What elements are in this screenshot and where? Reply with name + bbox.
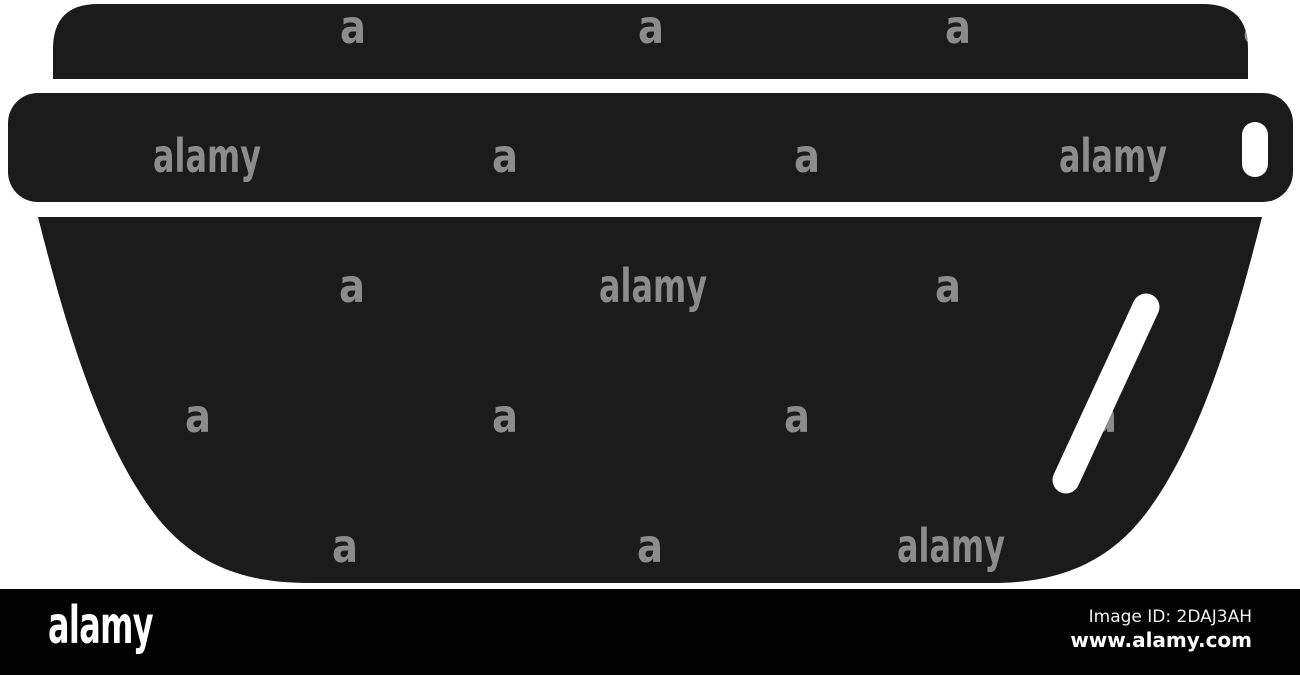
watermark-text: a xyxy=(637,519,663,573)
watermark-text: a xyxy=(492,389,518,443)
alamy-logo: alamy xyxy=(48,596,153,656)
watermark-text: a xyxy=(1243,0,1269,54)
image-id-text: Image ID: 2DAJ3AH xyxy=(1089,607,1252,627)
watermark-text: a xyxy=(945,0,971,54)
watermark-text: alamy xyxy=(153,129,261,183)
watermark-text: a xyxy=(784,389,810,443)
watermark-text: a xyxy=(794,129,820,183)
bowl-rim-shape xyxy=(8,93,1293,202)
rim-highlight-pill xyxy=(1242,122,1268,177)
watermark-text: a xyxy=(185,389,211,443)
bowl-lid-shape xyxy=(53,4,1248,79)
watermark-text: a xyxy=(339,259,365,313)
bowl-body-shape xyxy=(38,217,1262,583)
watermark-text: a xyxy=(638,0,664,54)
bowl-icon xyxy=(8,4,1293,583)
watermark-text: alamy xyxy=(897,519,1005,573)
watermark-text: a xyxy=(340,0,366,54)
watermark-text: alamy xyxy=(1059,129,1167,183)
watermark-text: a xyxy=(935,259,961,313)
watermark-text: alamy xyxy=(599,259,707,313)
bowl-gloss-stripe xyxy=(1052,293,1160,494)
website-url-text: www.alamy.com xyxy=(1070,628,1252,652)
watermark-text: a xyxy=(492,129,518,183)
watermark-layer: a a a a alamy a a alamy a alamy a a a a … xyxy=(153,0,1269,573)
footer-bar: alamy Image ID: 2DAJ3AH www.alamy.com xyxy=(0,589,1300,675)
watermark-text: a xyxy=(332,519,358,573)
footer-bar-background xyxy=(0,589,1300,675)
